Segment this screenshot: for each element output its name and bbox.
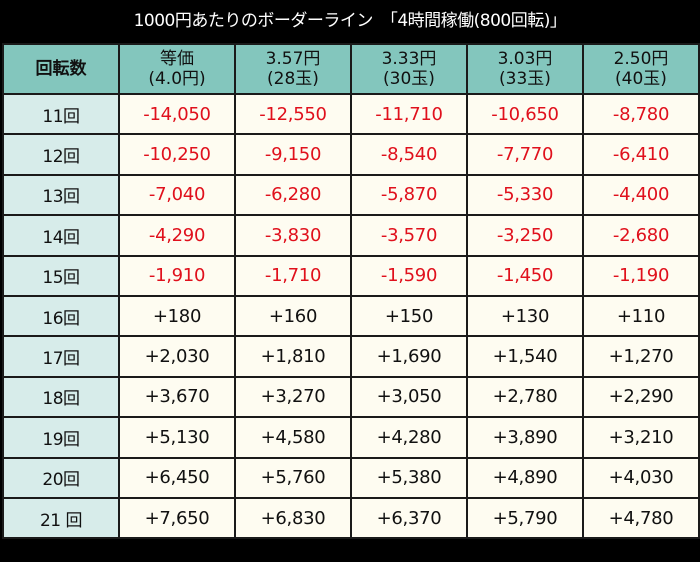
row-header-spin-count: 18回 (2, 375, 120, 419)
value-cell-positive: +4,890 (466, 456, 584, 499)
value-cell-negative: -10,250 (118, 133, 236, 176)
value-cell-positive: +4,780 (582, 496, 700, 540)
value-cell-positive: +1,540 (466, 335, 584, 378)
column-header-ball-count: (30玉) (383, 69, 435, 89)
value-cell-negative: -8,780 (582, 92, 700, 136)
value-cell-negative: -14,050 (118, 92, 236, 136)
value-cell-negative: -10,650 (466, 92, 584, 136)
table-row: 18回 +3,670 +3,270 +3,050 +2,780 +2,290 (2, 375, 700, 419)
column-header-spins: 回転数 (2, 43, 120, 95)
table-row: 12回 -10,250 -9,150 -8,540 -7,770 -6,410 (2, 133, 700, 176)
value-cell-negative: -3,570 (350, 214, 468, 257)
value-cell-positive: +6,450 (118, 456, 236, 499)
value-cell-negative: -1,190 (582, 254, 700, 297)
value-cell-positive: +2,030 (118, 335, 236, 378)
value-cell-positive: +110 (582, 294, 700, 338)
table-row: 13回 -7,040 -6,280 -5,870 -5,330 -4,400 (2, 173, 700, 217)
value-cell-negative: -5,870 (350, 173, 468, 217)
column-header-rate-label: 等価 (160, 49, 194, 69)
value-cell-positive: +1,270 (582, 335, 700, 378)
value-cell-positive: +4,580 (234, 416, 352, 459)
column-header-rate-label: 2.50円 (613, 49, 669, 69)
table-row: 15回 -1,910 -1,710 -1,590 -1,450 -1,190 (2, 254, 700, 297)
table-body: 11回 -14,050 -12,550 -11,710 -10,650 -8,780 12回… (2, 92, 700, 540)
value-cell-negative: -7,040 (118, 173, 236, 217)
value-cell-positive: +5,760 (234, 456, 352, 499)
value-cell-negative: -1,910 (118, 254, 236, 297)
row-header-spin-count: 15回 (2, 254, 120, 297)
column-header-ball-count: (28玉) (267, 69, 319, 89)
value-cell-negative: -3,830 (234, 214, 352, 257)
border-line-table: 回転数 等価 (4.0円) 3.57円 (28玉) 3.33円 (30玉) 3.… (2, 43, 700, 540)
value-cell-positive: +5,790 (466, 496, 584, 540)
value-cell-negative: -11,710 (350, 92, 468, 136)
value-cell-positive: +130 (466, 294, 584, 338)
value-cell-negative: -7,770 (466, 133, 584, 176)
value-cell-positive: +2,780 (466, 375, 584, 419)
column-header-rate-3: 3.03円 (33玉) (466, 43, 584, 95)
column-header-ball-count: (33玉) (499, 69, 551, 89)
value-cell-negative: -5,330 (466, 173, 584, 217)
value-cell-positive: +3,210 (582, 416, 700, 459)
column-header-rate-2: 3.33円 (30玉) (350, 43, 468, 95)
value-cell-negative: -6,280 (234, 173, 352, 217)
value-cell-negative: -3,250 (466, 214, 584, 257)
row-header-spin-count: 14回 (2, 214, 120, 257)
table-row: 21 回 +7,650 +6,830 +6,370 +5,790 +4,780 (2, 496, 700, 540)
column-header-ball-count: (40玉) (615, 69, 667, 89)
row-header-spin-count: 21 回 (2, 496, 120, 540)
column-header-rate-label: 3.33円 (381, 49, 437, 69)
row-header-spin-count: 19回 (2, 416, 120, 459)
table-row: 20回 +6,450 +5,760 +5,380 +4,890 +4,030 (2, 456, 700, 499)
value-cell-positive: +7,650 (118, 496, 236, 540)
value-cell-negative: -12,550 (234, 92, 352, 136)
row-header-spin-count: 20回 (2, 456, 120, 499)
value-cell-negative: -4,290 (118, 214, 236, 257)
column-header-rate-label: 3.57円 (265, 49, 321, 69)
value-cell-negative: -9,150 (234, 133, 352, 176)
value-cell-negative: -1,710 (234, 254, 352, 297)
column-header-rate-4: 2.50円 (40玉) (582, 43, 700, 95)
table-row: 11回 -14,050 -12,550 -11,710 -10,650 -8,780 (2, 92, 700, 136)
value-cell-positive: +6,370 (350, 496, 468, 540)
column-header-ball-count: (4.0円) (148, 69, 206, 89)
value-cell-positive: +1,690 (350, 335, 468, 378)
row-header-spin-count: 12回 (2, 133, 120, 176)
row-header-spin-count: 11回 (2, 92, 120, 136)
value-cell-negative: -1,590 (350, 254, 468, 297)
column-header-rate-label: 3.03円 (497, 49, 553, 69)
value-cell-negative: -1,450 (466, 254, 584, 297)
header-row: 回転数 等価 (4.0円) 3.57円 (28玉) 3.33円 (30玉) 3.… (2, 43, 700, 95)
table-row: 14回 -4,290 -3,830 -3,570 -3,250 -2,680 (2, 214, 700, 257)
value-cell-negative: -8,540 (350, 133, 468, 176)
value-cell-positive: +2,290 (582, 375, 700, 419)
value-cell-positive: +3,670 (118, 375, 236, 419)
value-cell-negative: -2,680 (582, 214, 700, 257)
row-header-spin-count: 16回 (2, 294, 120, 338)
value-cell-positive: +150 (350, 294, 468, 338)
table-row: 16回 +180 +160 +150 +130 +110 (2, 294, 700, 338)
value-cell-positive: +3,050 (350, 375, 468, 419)
column-header-rate-0: 等価 (4.0円) (118, 43, 236, 95)
value-cell-positive: +1,810 (234, 335, 352, 378)
value-cell-negative: -4,400 (582, 173, 700, 217)
value-cell-positive: +5,380 (350, 456, 468, 499)
value-cell-positive: +4,030 (582, 456, 700, 499)
table-title: 1000円あたりのボーダーライン 「4時間稼働(800回転)」 (0, 0, 700, 43)
value-cell-positive: +160 (234, 294, 352, 338)
value-cell-positive: +4,280 (350, 416, 468, 459)
row-header-spin-count: 13回 (2, 173, 120, 217)
value-cell-negative: -6,410 (582, 133, 700, 176)
row-header-spin-count: 17回 (2, 335, 120, 378)
column-header-rate-1: 3.57円 (28玉) (234, 43, 352, 95)
table-row: 19回 +5,130 +4,580 +4,280 +3,890 +3,210 (2, 416, 700, 459)
table-row: 17回 +2,030 +1,810 +1,690 +1,540 +1,270 (2, 335, 700, 378)
value-cell-positive: +6,830 (234, 496, 352, 540)
value-cell-positive: +5,130 (118, 416, 236, 459)
value-cell-positive: +3,890 (466, 416, 584, 459)
value-cell-positive: +180 (118, 294, 236, 338)
value-cell-positive: +3,270 (234, 375, 352, 419)
